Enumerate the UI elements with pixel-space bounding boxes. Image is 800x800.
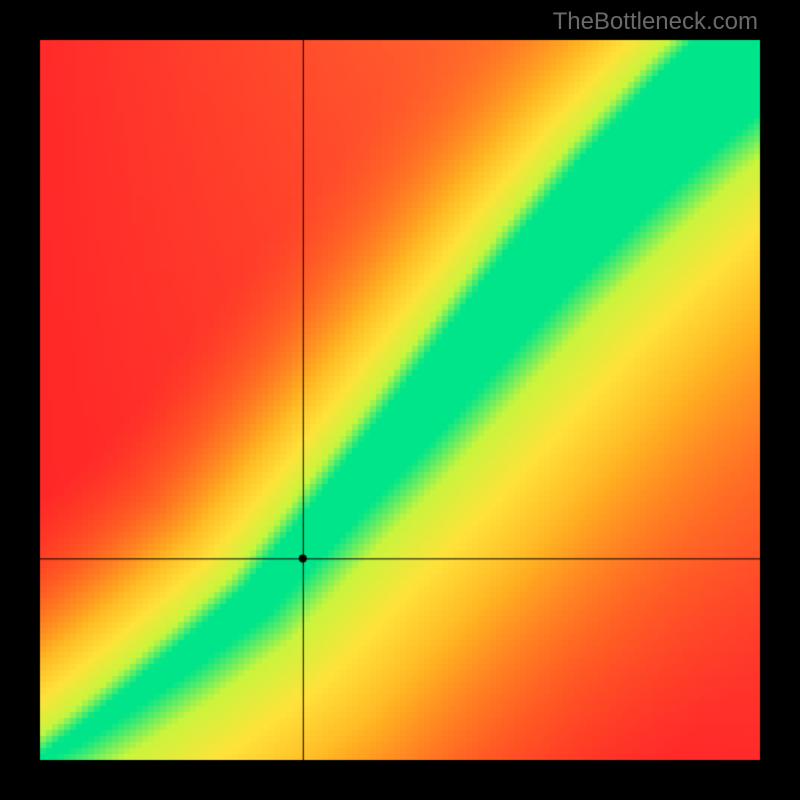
- watermark-text: TheBottleneck.com: [553, 8, 758, 36]
- bottleneck-heatmap: [0, 0, 800, 800]
- chart-container: TheBottleneck.com: [0, 0, 800, 800]
